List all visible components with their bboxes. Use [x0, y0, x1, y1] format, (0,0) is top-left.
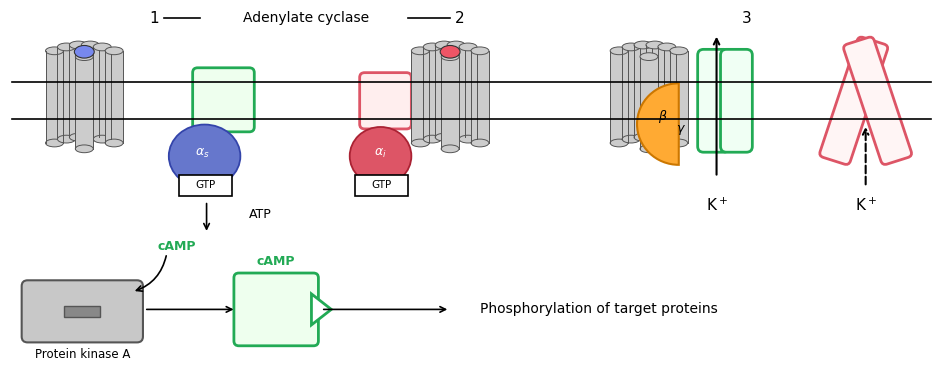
- Ellipse shape: [106, 139, 124, 147]
- Wedge shape: [637, 83, 679, 165]
- FancyBboxPatch shape: [844, 37, 912, 164]
- Ellipse shape: [169, 124, 240, 188]
- Ellipse shape: [459, 43, 477, 51]
- Bar: [75, 57, 93, 149]
- Ellipse shape: [646, 41, 664, 49]
- Ellipse shape: [74, 45, 94, 58]
- Text: $\alpha_i$: $\alpha_i$: [374, 147, 387, 160]
- Ellipse shape: [411, 47, 429, 55]
- FancyBboxPatch shape: [720, 49, 753, 152]
- Ellipse shape: [634, 41, 652, 49]
- Ellipse shape: [70, 133, 88, 141]
- Text: cAMP: cAMP: [256, 255, 295, 268]
- Bar: [93, 47, 111, 139]
- Text: $\alpha_s$: $\alpha_s$: [195, 147, 210, 160]
- FancyBboxPatch shape: [234, 273, 319, 346]
- Bar: [622, 47, 640, 139]
- FancyBboxPatch shape: [192, 68, 255, 132]
- Ellipse shape: [459, 135, 477, 143]
- Text: Adenylate cyclase: Adenylate cyclase: [243, 11, 369, 25]
- FancyBboxPatch shape: [698, 49, 730, 152]
- Ellipse shape: [622, 43, 640, 51]
- Bar: [610, 51, 628, 143]
- FancyBboxPatch shape: [22, 280, 143, 343]
- Ellipse shape: [75, 53, 93, 60]
- Ellipse shape: [436, 133, 453, 141]
- Ellipse shape: [436, 41, 453, 49]
- Ellipse shape: [75, 145, 93, 153]
- Text: K$^+$: K$^+$: [854, 197, 877, 214]
- Text: $\gamma$: $\gamma$: [676, 123, 686, 137]
- Ellipse shape: [658, 43, 676, 51]
- Bar: [459, 47, 477, 139]
- Text: GTP: GTP: [372, 180, 391, 190]
- Text: 3: 3: [741, 11, 752, 26]
- Ellipse shape: [58, 43, 75, 51]
- Bar: [471, 51, 488, 143]
- Ellipse shape: [670, 47, 687, 55]
- Ellipse shape: [658, 135, 676, 143]
- Bar: [423, 47, 441, 139]
- Ellipse shape: [640, 145, 658, 153]
- Text: cAMP: cAMP: [157, 240, 196, 253]
- Text: Protein kinase A: Protein kinase A: [35, 348, 130, 361]
- Ellipse shape: [670, 139, 687, 147]
- Bar: [670, 51, 687, 143]
- Bar: [634, 45, 652, 137]
- Ellipse shape: [58, 135, 75, 143]
- Bar: [646, 45, 664, 137]
- Ellipse shape: [93, 135, 111, 143]
- Bar: [640, 57, 658, 149]
- Text: 2: 2: [455, 11, 465, 26]
- Ellipse shape: [622, 135, 640, 143]
- Bar: [64, 306, 100, 317]
- FancyBboxPatch shape: [359, 72, 411, 129]
- Bar: [411, 51, 429, 143]
- Ellipse shape: [93, 43, 111, 51]
- Text: K$^+$: K$^+$: [705, 197, 728, 214]
- Bar: [81, 45, 99, 137]
- FancyBboxPatch shape: [819, 37, 887, 164]
- Ellipse shape: [610, 47, 628, 55]
- Ellipse shape: [350, 127, 411, 185]
- Bar: [45, 51, 63, 143]
- Ellipse shape: [471, 47, 488, 55]
- Ellipse shape: [45, 139, 63, 147]
- Ellipse shape: [423, 135, 441, 143]
- Ellipse shape: [441, 53, 459, 60]
- Ellipse shape: [447, 133, 465, 141]
- Ellipse shape: [471, 139, 488, 147]
- Ellipse shape: [634, 133, 652, 141]
- Bar: [70, 45, 88, 137]
- Text: GTP: GTP: [195, 180, 216, 190]
- Bar: [106, 51, 124, 143]
- Ellipse shape: [447, 41, 465, 49]
- FancyBboxPatch shape: [355, 175, 408, 196]
- Bar: [58, 47, 75, 139]
- Ellipse shape: [423, 43, 441, 51]
- Bar: [447, 45, 465, 137]
- Polygon shape: [311, 294, 331, 325]
- Ellipse shape: [106, 47, 124, 55]
- FancyBboxPatch shape: [179, 175, 232, 196]
- Ellipse shape: [440, 45, 460, 58]
- Text: $\beta$: $\beta$: [658, 108, 668, 125]
- Ellipse shape: [81, 133, 99, 141]
- Ellipse shape: [70, 41, 88, 49]
- Ellipse shape: [441, 145, 459, 153]
- Ellipse shape: [45, 47, 63, 55]
- Ellipse shape: [411, 139, 429, 147]
- Text: Phosphorylation of target proteins: Phosphorylation of target proteins: [480, 302, 719, 316]
- Text: 1: 1: [149, 11, 158, 26]
- Ellipse shape: [610, 139, 628, 147]
- Bar: [441, 57, 459, 149]
- Bar: [436, 45, 453, 137]
- Ellipse shape: [81, 41, 99, 49]
- Bar: [658, 47, 676, 139]
- Ellipse shape: [646, 133, 664, 141]
- Text: ATP: ATP: [249, 208, 273, 221]
- Ellipse shape: [640, 53, 658, 60]
